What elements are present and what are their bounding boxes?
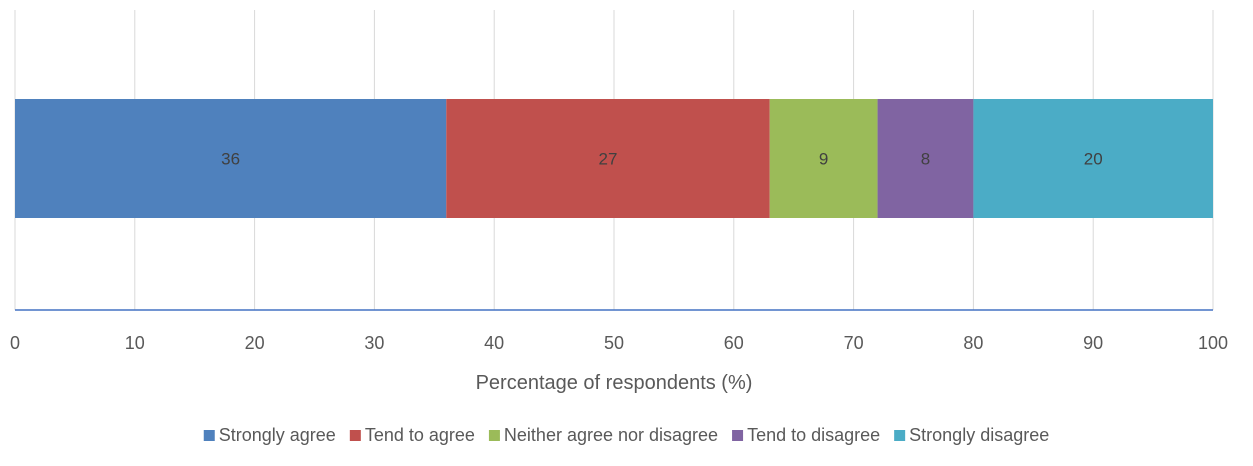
x-tick-label: 40 bbox=[484, 333, 504, 353]
legend-swatch bbox=[732, 430, 744, 441]
legend-swatch bbox=[488, 430, 500, 441]
x-tick-label: 80 bbox=[963, 333, 983, 353]
data-label-neither-agree-nor-disagree: 9 bbox=[819, 150, 828, 169]
bar-segment-strongly-disagree bbox=[973, 99, 1213, 218]
legend-swatch bbox=[349, 430, 361, 441]
legend-item-neither-agree-nor-disagree: Neither agree nor disagree bbox=[488, 425, 718, 445]
legend-item-strongly-disagree: Strongly disagree bbox=[894, 425, 1049, 445]
legend-label: Tend to agree bbox=[365, 425, 475, 445]
legend-item-tend-to-disagree: Tend to disagree bbox=[732, 425, 880, 445]
legend: Strongly agree Tend to agree Neither agree… bbox=[203, 425, 1049, 445]
x-tick-label: 20 bbox=[245, 333, 265, 353]
x-axis-title: Percentage of respondents (%) bbox=[476, 372, 753, 394]
legend-label: Strongly agree bbox=[219, 425, 336, 445]
bars bbox=[15, 99, 1213, 218]
legend-swatch bbox=[203, 430, 215, 441]
legend-label: Strongly disagree bbox=[909, 425, 1049, 445]
data-label-tend-to-agree: 27 bbox=[599, 150, 618, 169]
x-tick-label: 100 bbox=[1198, 333, 1228, 353]
data-label-strongly-disagree: 20 bbox=[1084, 150, 1103, 169]
bar-segment-strongly-agree bbox=[15, 99, 447, 218]
data-label-tend-to-disagree: 8 bbox=[921, 150, 930, 169]
x-tick-label: 50 bbox=[604, 333, 624, 353]
x-tick-label: 70 bbox=[844, 333, 864, 353]
x-tick-label: 30 bbox=[364, 333, 384, 353]
bar-segment-tend-to-disagree bbox=[877, 99, 974, 218]
bar-segment-neither-agree-nor-disagree bbox=[769, 99, 878, 218]
bar-segment-tend-to-agree bbox=[446, 99, 770, 218]
x-tick-label: 10 bbox=[125, 333, 145, 353]
legend-swatch bbox=[894, 430, 906, 441]
legend-item-strongly-agree: Strongly agree bbox=[203, 425, 336, 445]
data-label-strongly-agree: 36 bbox=[221, 150, 240, 169]
x-tick-label: 60 bbox=[724, 333, 744, 353]
legend-item-tend-to-agree: Tend to agree bbox=[349, 425, 475, 445]
x-axis-tick-labels: 0 10 20 30 40 50 60 70 80 90 100 bbox=[10, 333, 1228, 353]
x-tick-label: 90 bbox=[1083, 333, 1103, 353]
legend-label: Tend to disagree bbox=[747, 425, 880, 445]
x-tick-label: 0 bbox=[10, 333, 20, 353]
legend-label: Neither agree nor disagree bbox=[504, 425, 718, 445]
data-labels: 36 27 9 8 20 bbox=[221, 150, 1102, 169]
